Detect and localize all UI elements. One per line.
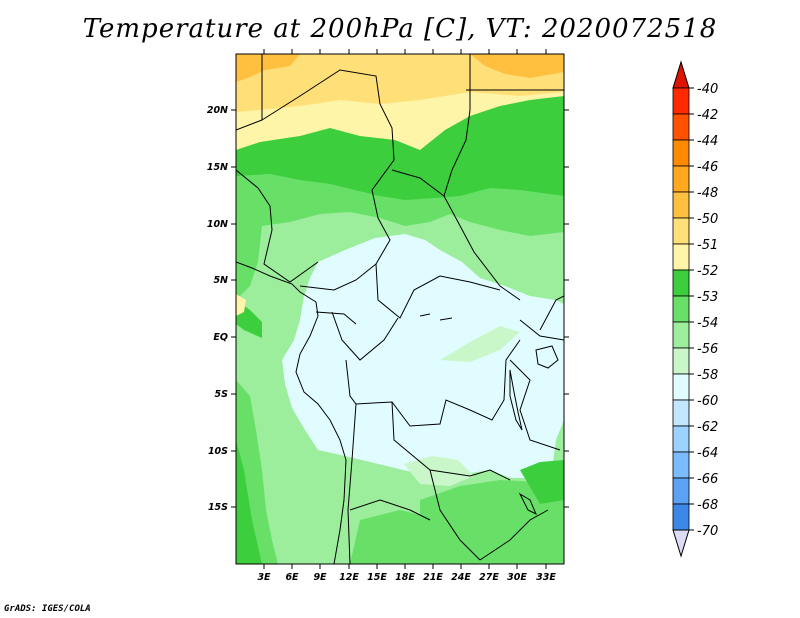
lon-axis: 3E 6E 9E 12E 15E 18E 21E 24E 27E 30E 33E bbox=[257, 49, 556, 583]
colorbar-segment bbox=[672, 243, 690, 271]
lat-axis: 20N 15N 10N 5N EQ 5S 10S 15S bbox=[207, 105, 569, 513]
lon-tick-label: 33E bbox=[536, 572, 556, 583]
colorbar-segment bbox=[672, 399, 690, 427]
colorbar-segment bbox=[672, 321, 690, 349]
colorbar-label: -62 bbox=[697, 420, 718, 435]
lon-tick-label: 6E bbox=[285, 572, 299, 583]
lat-tick-label: 15S bbox=[208, 502, 228, 513]
colorbar-label: -70 bbox=[697, 524, 718, 539]
band-southeast-dark bbox=[520, 460, 564, 504]
band-minus50 bbox=[236, 54, 564, 112]
map-title: Temperature at 200hPa [C], VT: 202007251… bbox=[82, 14, 718, 44]
colorbar-label: -60 bbox=[697, 394, 718, 409]
country-borders bbox=[236, 54, 564, 564]
temperature-field bbox=[236, 54, 564, 564]
colorbar-label: -66 bbox=[697, 472, 718, 487]
colorbar-segment bbox=[672, 217, 690, 245]
colorbar-segment bbox=[672, 87, 690, 115]
lon-tick-label: 27E bbox=[479, 572, 499, 583]
lat-tick-label: 5S bbox=[215, 389, 229, 400]
colorbar-label: -44 bbox=[697, 134, 718, 149]
lon-tick-label: 9E bbox=[313, 572, 327, 583]
colorbar-segment bbox=[672, 269, 690, 297]
band-minus48 bbox=[236, 54, 300, 82]
band-south bbox=[350, 510, 470, 564]
colorbar-label: -53 bbox=[697, 290, 718, 305]
colorbar-label: -58 bbox=[697, 368, 718, 383]
lon-tick-label: 30E bbox=[507, 572, 527, 583]
colorbar-segment bbox=[672, 477, 690, 505]
colorbar: -40 -42 -44 -46 -48 -50 -51 -52 -53 -54 -56 -58 -60 -… bbox=[672, 60, 718, 558]
lon-tick-label: 12E bbox=[339, 572, 359, 583]
colorbar-label: -51 bbox=[697, 238, 718, 253]
colorbar-segment bbox=[672, 295, 690, 323]
lon-tick-label: 15E bbox=[367, 572, 387, 583]
colorbar-segment bbox=[672, 425, 690, 453]
colorbar-label: -42 bbox=[697, 108, 718, 123]
band-minus51 bbox=[236, 96, 564, 246]
lat-tick-label: EQ bbox=[213, 332, 228, 343]
colorbar-bottom-arrow bbox=[672, 529, 690, 558]
lat-tick-label: 20N bbox=[207, 105, 228, 116]
colorbar-segment bbox=[672, 113, 690, 141]
credit-label: GrADS: IGES/COLA bbox=[4, 604, 91, 614]
colorbar-label: -56 bbox=[697, 342, 718, 357]
colorbar-segment bbox=[672, 347, 690, 375]
lon-tick-label: 24E bbox=[451, 572, 471, 583]
colorbar-label: -52 bbox=[697, 264, 718, 279]
colorbar-label: -54 bbox=[697, 316, 718, 331]
band-west-coast-dark bbox=[236, 440, 262, 564]
colorbar-segment bbox=[672, 165, 690, 193]
colorbar-label: -48 bbox=[697, 186, 718, 201]
lon-tick-label: 21E bbox=[423, 572, 443, 583]
lon-tick-label: 18E bbox=[395, 572, 415, 583]
lon-tick-label: 3E bbox=[257, 572, 271, 583]
colorbar-label: -40 bbox=[697, 82, 718, 97]
colorbar-segment bbox=[672, 503, 690, 531]
lat-tick-label: 5N bbox=[213, 275, 228, 286]
colorbar-label: -68 bbox=[697, 498, 718, 513]
lat-tick-label: 10S bbox=[208, 446, 228, 457]
lat-tick-label: 10N bbox=[207, 219, 228, 230]
lat-tick-label: 15N bbox=[207, 162, 228, 173]
coastline bbox=[236, 261, 347, 564]
band-minus48-east bbox=[470, 54, 564, 78]
colorbar-label: -64 bbox=[697, 446, 718, 461]
colorbar-segment bbox=[672, 373, 690, 401]
map-frame bbox=[235, 53, 565, 565]
colorbar-top-arrow bbox=[672, 60, 690, 89]
lakes bbox=[419, 313, 559, 516]
colorbar-label: -50 bbox=[697, 212, 718, 227]
colorbar-segment bbox=[672, 139, 690, 167]
patch-core-1 bbox=[440, 326, 520, 362]
band-gulf-yellow bbox=[236, 294, 246, 316]
colorbar-segment bbox=[672, 191, 690, 219]
colorbar-label: -46 bbox=[697, 160, 718, 175]
colorbar-segment bbox=[672, 451, 690, 479]
